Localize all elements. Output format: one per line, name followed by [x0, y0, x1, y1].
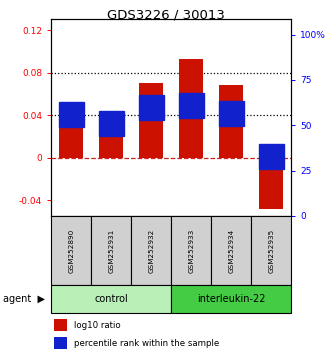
- Bar: [99, 122, 123, 158]
- Text: percentile rank within the sample: percentile rank within the sample: [74, 339, 219, 348]
- Text: GSM252933: GSM252933: [188, 228, 194, 273]
- Bar: [51, 216, 91, 285]
- Bar: [131, 216, 171, 285]
- Bar: [219, 85, 243, 158]
- Bar: [91, 216, 131, 285]
- Text: interleukin-22: interleukin-22: [197, 294, 265, 304]
- Bar: [211, 216, 251, 285]
- Bar: [171, 285, 291, 313]
- Bar: [54, 319, 67, 331]
- Bar: [179, 59, 203, 158]
- Bar: [251, 216, 291, 285]
- Bar: [139, 83, 163, 158]
- Bar: [59, 113, 83, 158]
- Bar: [171, 216, 211, 285]
- Text: GSM252935: GSM252935: [268, 228, 274, 273]
- Text: GSM252931: GSM252931: [108, 228, 114, 273]
- Text: GSM252890: GSM252890: [68, 228, 74, 273]
- Text: log10 ratio: log10 ratio: [74, 321, 121, 330]
- Bar: [54, 337, 67, 349]
- Bar: [51, 285, 171, 313]
- Text: GSM252932: GSM252932: [148, 228, 154, 273]
- Bar: [259, 158, 283, 209]
- Text: agent  ▶: agent ▶: [3, 294, 45, 304]
- Text: control: control: [94, 294, 128, 304]
- Text: GDS3226 / 30013: GDS3226 / 30013: [107, 9, 224, 22]
- Text: GSM252934: GSM252934: [228, 228, 234, 273]
